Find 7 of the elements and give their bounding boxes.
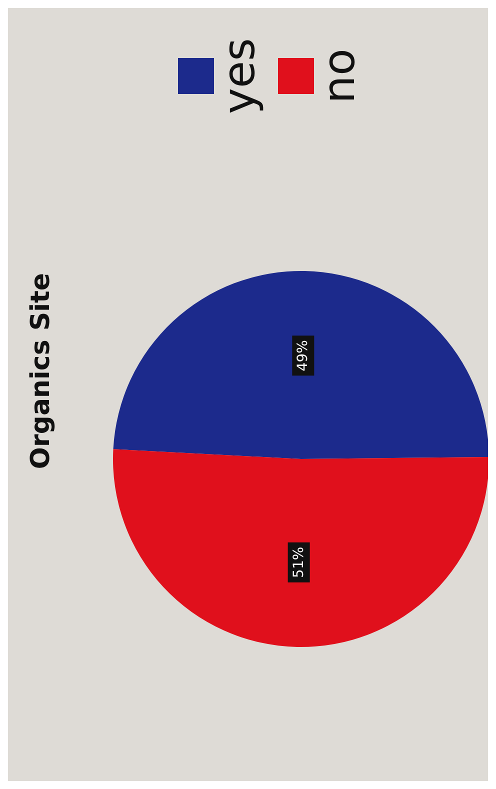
data-label: 51% <box>290 546 307 578</box>
text: Organics Site <box>26 272 56 472</box>
legend-label: yes <box>214 38 265 114</box>
legend-label: no <box>314 48 365 104</box>
pie-slice <box>113 271 488 459</box>
pie-slice <box>113 449 488 647</box>
data-label: 49% <box>295 340 312 372</box>
